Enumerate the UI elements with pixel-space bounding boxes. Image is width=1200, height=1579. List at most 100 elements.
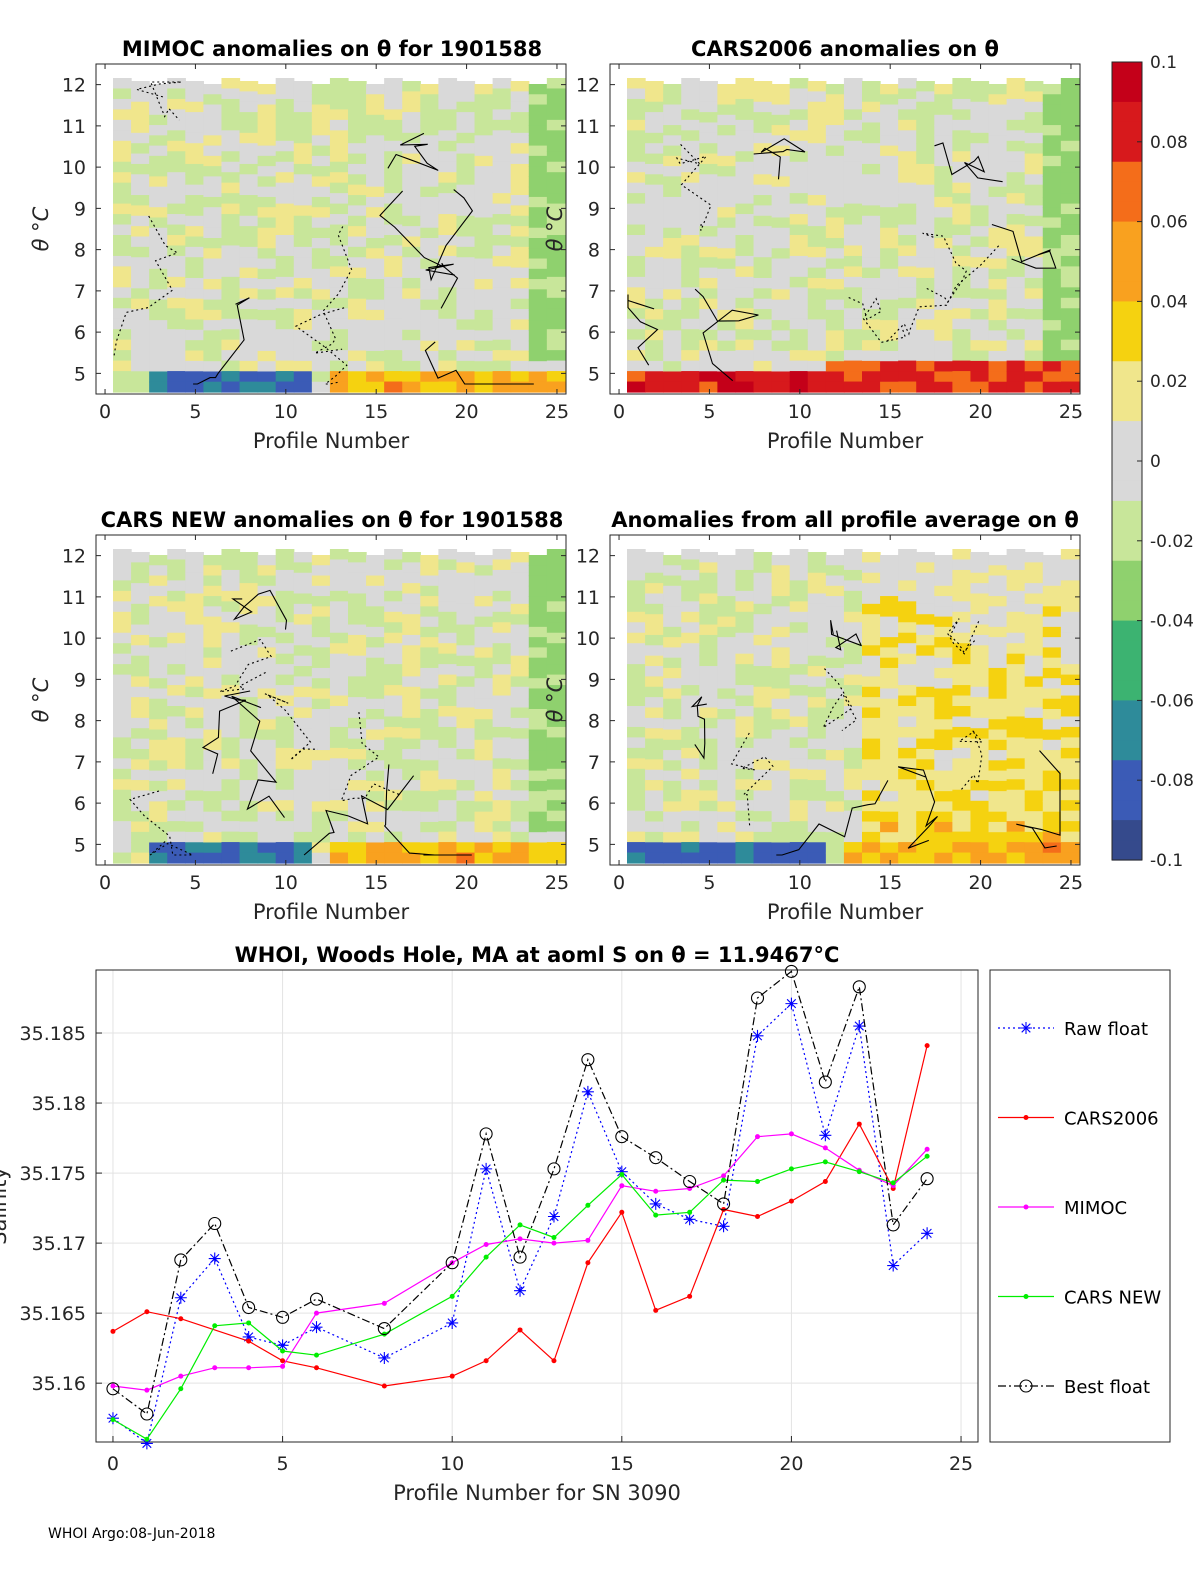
data-point — [615, 1130, 629, 1144]
data-point — [483, 1242, 489, 1248]
x-tick-label: 10 — [274, 872, 298, 894]
grid — [96, 970, 978, 1442]
x-tick-label: 5 — [703, 401, 715, 423]
colorbar-segment — [1112, 780, 1142, 801]
contour-lines — [113, 81, 534, 385]
y-tick-label: 5 — [588, 363, 600, 385]
data-point — [920, 1172, 934, 1186]
data-point — [924, 1153, 930, 1159]
data-point — [314, 1365, 319, 1371]
data-point — [924, 1146, 930, 1152]
data-point — [208, 1252, 221, 1265]
contour-lines — [690, 618, 1061, 856]
data-point — [110, 1328, 116, 1334]
data-point — [212, 1365, 218, 1371]
data-point — [174, 1253, 188, 1267]
legend-label: Best float — [1064, 1377, 1150, 1398]
x-tick-label: 15 — [878, 872, 902, 894]
salinity-chart: 0 5 10 15 20 25 35.16 35.165 35.17 35.175 35.18 35.… — [0, 943, 979, 1505]
colorbar-tick-label: 0.1 — [1150, 53, 1177, 73]
x-tick-label: 10 — [788, 401, 812, 423]
colorbar-segment — [1112, 840, 1142, 861]
x-tick-label: 5 — [703, 872, 715, 894]
data-point — [653, 1212, 659, 1218]
data-point — [378, 1351, 391, 1364]
data-point — [517, 1327, 523, 1333]
data-point — [551, 1240, 557, 1246]
y-tick-label: 10 — [62, 157, 86, 179]
axes-box — [609, 63, 1081, 395]
colorbar-segment — [1112, 141, 1142, 163]
colorbar-segment — [1112, 540, 1142, 562]
data-point — [110, 1383, 116, 1389]
data-point — [449, 1293, 455, 1299]
y-tick-label: 7 — [588, 281, 600, 303]
x-tick-label: 0 — [99, 872, 111, 894]
colorbar-segment — [1112, 820, 1142, 841]
y-tick-label: 12 — [576, 546, 600, 568]
data-point — [649, 1197, 662, 1210]
data-point — [242, 1300, 256, 1315]
data-point — [819, 1129, 832, 1142]
data-point — [721, 1177, 727, 1183]
data-point — [309, 1292, 324, 1306]
y-tick-label: 9 — [74, 198, 86, 220]
legend-marker — [1020, 1022, 1032, 1034]
panel-title: Anomalies from all profile average on θ — [611, 508, 1079, 532]
y-tick-label: 11 — [576, 116, 600, 138]
data-point — [890, 1180, 896, 1186]
footer-text: WHOI Argo:08-Jun-2018 — [48, 1526, 216, 1542]
x-tick-label: 25 — [545, 872, 569, 894]
data-point — [551, 1358, 557, 1364]
data-point — [856, 1121, 862, 1127]
data-point — [110, 1417, 116, 1423]
colorbar-segment — [1112, 381, 1142, 402]
data-point — [687, 1293, 693, 1299]
data-point — [887, 1259, 900, 1272]
y-tick-label: 12 — [576, 75, 600, 97]
data-point — [310, 1321, 323, 1334]
axes-box — [95, 969, 979, 1443]
colorbar-segment — [1112, 800, 1142, 821]
colorbar-tick-label: 0.06 — [1150, 213, 1188, 233]
colorbar-segment — [1112, 520, 1142, 542]
colorbar-segment — [1112, 640, 1142, 662]
axes-box — [95, 534, 567, 866]
data-point — [585, 1260, 591, 1266]
x-tick-label: 20 — [454, 872, 478, 894]
colorbar-segment — [1112, 341, 1142, 362]
data-point — [852, 980, 866, 994]
y-tick-label: 5 — [588, 834, 600, 856]
y-tick-label: 9 — [74, 669, 86, 691]
contour-lines — [129, 589, 472, 856]
data-point — [479, 1127, 493, 1141]
data-point — [517, 1236, 523, 1242]
y-tick-label: 6 — [588, 793, 600, 815]
colorbar-segment — [1112, 201, 1142, 223]
y-tick-label: 10 — [62, 628, 86, 650]
x-tick-label: 20 — [779, 1453, 803, 1475]
colorbar-segment — [1112, 361, 1142, 382]
data-point — [178, 1316, 184, 1322]
axes-box — [609, 534, 1081, 866]
panel-title: MIMOC anomalies on θ for 1901588 — [122, 37, 542, 61]
y-tick-label: 6 — [588, 322, 600, 344]
data-point — [446, 1316, 459, 1329]
x-tick-label: 20 — [968, 401, 992, 423]
data-point — [212, 1323, 218, 1329]
colorbar-tick-label: 0 — [1150, 452, 1161, 472]
x-tick-label: 15 — [364, 401, 388, 423]
data-point — [483, 1254, 489, 1260]
x-tick-label: 5 — [189, 401, 201, 423]
data-point — [140, 1437, 153, 1450]
data-point — [280, 1363, 286, 1369]
y-tick-label: 10 — [576, 157, 600, 179]
y-tick-label: 9 — [588, 669, 600, 691]
data-point — [144, 1436, 150, 1442]
legend-label: MIMOC — [1064, 1198, 1127, 1219]
x-axis-label: Profile Number — [767, 429, 924, 453]
y-tick-label: 35.18 — [32, 1093, 86, 1115]
colorbar-segment — [1112, 560, 1142, 582]
y-tick-label: 8 — [588, 711, 600, 733]
